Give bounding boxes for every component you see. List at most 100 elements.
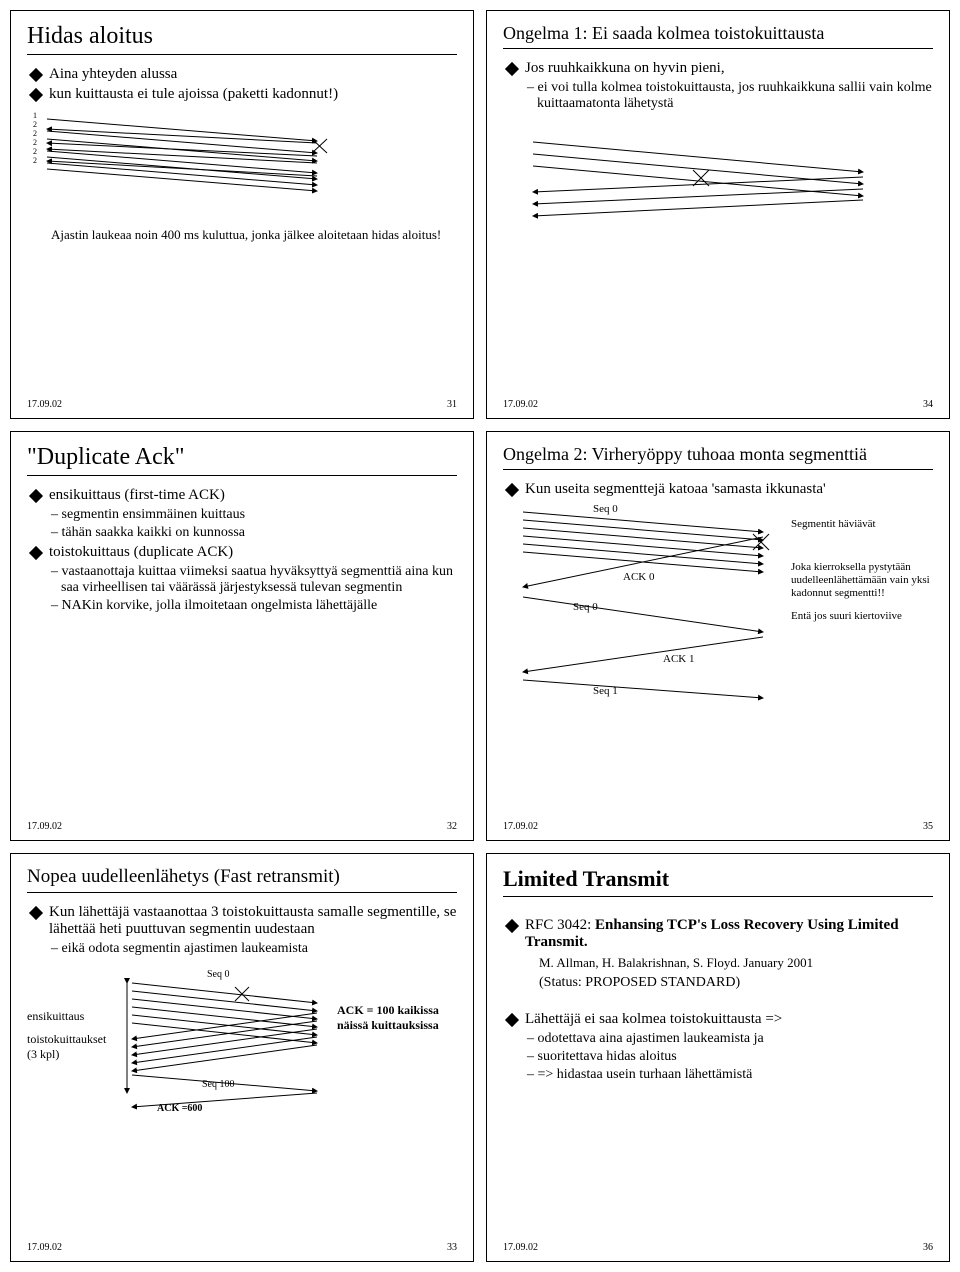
date: 17.09.02 (503, 1242, 538, 1253)
annotations: Segmentit häviävät Joka kierroksella pys… (791, 502, 933, 702)
bullet-icon (29, 68, 43, 82)
page: 34 (923, 399, 933, 410)
bullet-icon (29, 546, 43, 560)
footer: 17.09.02 35 (503, 821, 933, 832)
sub: eikä odota segmentin ajastimen laukeamis… (51, 941, 457, 957)
bullet-icon (29, 489, 43, 503)
seq-label: Seq 0 (207, 969, 230, 980)
sub: vastaanottaja kuittaa viimeksi saatua hy… (51, 564, 457, 596)
slide-grid: Hidas aloitus Aina yhteyden alussa kun k… (0, 0, 960, 1272)
bullet: Aina yhteyden alussa (27, 66, 457, 83)
seq-label: Seq 0 (593, 503, 618, 515)
bullet: RFC 3042: Enhansing TCP's Loss Recovery … (503, 917, 933, 951)
seq-label: Seq 1 (593, 685, 618, 697)
bullet: Jos ruuhkaikkuna on hyvin pieni, (503, 60, 933, 77)
body: Jos ruuhkaikkuna on hyvin pieni, ei voi … (503, 57, 933, 395)
date: 17.09.02 (27, 821, 62, 832)
title: Ongelma 1: Ei saada kolmea toistokuittau… (503, 23, 933, 49)
body: Aina yhteyden alussa kun kuittausta ei t… (27, 63, 457, 395)
page: 33 (447, 1242, 457, 1253)
bullet-text: ensikuittaus (first-time ACK) (49, 487, 225, 504)
bullet-text: Kun useita segmenttejä katoaa 'samasta i… (525, 481, 826, 498)
bullet-icon (29, 88, 43, 102)
slide-ongelma1: Ongelma 1: Ei saada kolmea toistokuittau… (486, 10, 950, 419)
label: ensikuittaus (27, 1009, 117, 1024)
sub: odotettava aina ajastimen laukeamista ja (527, 1031, 933, 1047)
sub: suoritettava hidas aloitus (527, 1049, 933, 1065)
bullet-text: Lähettäjä ei saa kolmea toistokuittausta… (525, 1011, 782, 1028)
bullet: Kun lähettäjä vastaanottaa 3 toistokuitt… (27, 904, 457, 938)
diagram-row: ensikuittaus toistokuittaukset (3 kpl) (27, 963, 457, 1113)
title: Ongelma 2: Virheryöppy tuhoaa monta segm… (503, 444, 933, 470)
title: Nopea uudelleenlähetys (Fast retransmit) (27, 866, 457, 893)
date: 17.09.02 (27, 1242, 62, 1253)
timing-diagram (37, 111, 337, 221)
timing-diagram: Seq 0 Seq 100 ACK =600 (117, 963, 337, 1113)
date: 17.09.02 (503, 399, 538, 410)
bullet-text: kun kuittausta ei tule ajoissa (paketti … (49, 86, 338, 103)
ack-label: ACK =600 (157, 1103, 202, 1113)
reference: M. Allman, H. Balakrishnan, S. Floyd. Ja… (539, 955, 933, 971)
title: Limited Transmit (503, 866, 933, 897)
bullet-icon (29, 906, 43, 920)
title: "Duplicate Ack" (27, 444, 457, 476)
bullet-icon (505, 919, 519, 933)
date: 17.09.02 (27, 399, 62, 410)
bullet: Kun useita segmenttejä katoaa 'samasta i… (503, 481, 933, 498)
sub: ei voi tulla kolmea toistokuittausta, jo… (527, 80, 933, 112)
annotation: Entä jos suuri kiertoviive (791, 610, 933, 623)
body: RFC 3042: Enhansing TCP's Loss Recovery … (503, 905, 933, 1238)
label: toistokuittaukset (3 kpl) (27, 1032, 117, 1062)
bullet: kun kuittausta ei tule ajoissa (paketti … (27, 86, 457, 103)
bullet: toistokuittaus (duplicate ACK) (27, 544, 457, 561)
slide-duplicate-ack: "Duplicate Ack" ensikuittaus (first-time… (10, 431, 474, 840)
sub: tähän saakka kaikki on kunnossa (51, 525, 457, 541)
footer: 17.09.02 34 (503, 399, 933, 410)
seq-label: Seq 0 (573, 601, 598, 613)
body: Kun useita segmenttejä katoaa 'samasta i… (503, 478, 933, 816)
diagram-row: 1 2 2 2 2 2 (27, 111, 457, 221)
bullet-icon (505, 1013, 519, 1027)
footer: 17.09.02 32 (27, 821, 457, 832)
bullet-text: Kun lähettäjä vastaanottaa 3 toistokuitt… (49, 904, 457, 938)
status: (Status: PROPOSED STANDARD) (539, 975, 933, 991)
page: 36 (923, 1242, 933, 1253)
bullet: Lähettäjä ei saa kolmea toistokuittausta… (503, 1011, 933, 1028)
bullet-text: RFC 3042: Enhansing TCP's Loss Recovery … (525, 917, 933, 951)
annotation: Segmentit häviävät (791, 518, 933, 531)
sub: => hidastaa usein turhaan lähettämistä (527, 1067, 933, 1083)
sub: NAKin korvike, jolla ilmoitetaan ongelmi… (51, 598, 457, 614)
left-labels: ensikuittaus toistokuittaukset (3 kpl) (27, 963, 117, 1113)
body: Kun lähettäjä vastaanottaa 3 toistokuitt… (27, 901, 457, 1238)
bullet-icon (505, 62, 519, 76)
sub: segmentin ensimmäinen kuittaus (51, 507, 457, 523)
rfc-num: RFC 3042: (525, 917, 591, 933)
footer: 17.09.02 36 (503, 1242, 933, 1253)
ack-label: ACK 0 (623, 571, 655, 583)
page: 35 (923, 821, 933, 832)
seq-label: Seq 100 (202, 1079, 235, 1090)
bullet-icon (505, 483, 519, 497)
footer: 17.09.02 31 (27, 399, 457, 410)
slide-ongelma2: Ongelma 2: Virheryöppy tuhoaa monta segm… (486, 431, 950, 840)
page: 31 (447, 399, 457, 410)
right-annotation: ACK = 100 kaikissa näissä kuittauksissa (337, 963, 447, 1113)
page: 32 (447, 821, 457, 832)
body: ensikuittaus (first-time ACK) segmentin … (27, 484, 457, 816)
bullet: ensikuittaus (first-time ACK) (27, 487, 457, 504)
caption: Ajastin laukeaa noin 400 ms kuluttua, jo… (51, 227, 457, 243)
slide-hidas-aloitus: Hidas aloitus Aina yhteyden alussa kun k… (10, 10, 474, 419)
diagram-row: Seq 0 ACK 0 Seq 0 ACK 1 Seq 1 Segmentit … (503, 502, 933, 702)
date: 17.09.02 (503, 821, 538, 832)
bullet-text: toistokuittaus (duplicate ACK) (49, 544, 233, 561)
footer: 17.09.02 33 (27, 1242, 457, 1253)
title: Hidas aloitus (27, 23, 457, 55)
annotation: Joka kierroksella pystytään uudelleenläh… (791, 561, 933, 600)
timing-diagram: Seq 0 ACK 0 Seq 0 ACK 1 Seq 1 (503, 502, 783, 702)
bullet-text: Jos ruuhkaikkuna on hyvin pieni, (525, 60, 725, 77)
ack-label: ACK 1 (663, 653, 694, 665)
timing-diagram (503, 132, 903, 252)
slide-limited-transmit: Limited Transmit RFC 3042: Enhansing TCP… (486, 853, 950, 1262)
slide-fast-retransmit: Nopea uudelleenlähetys (Fast retransmit)… (10, 853, 474, 1262)
bullet-text: Aina yhteyden alussa (49, 66, 177, 83)
